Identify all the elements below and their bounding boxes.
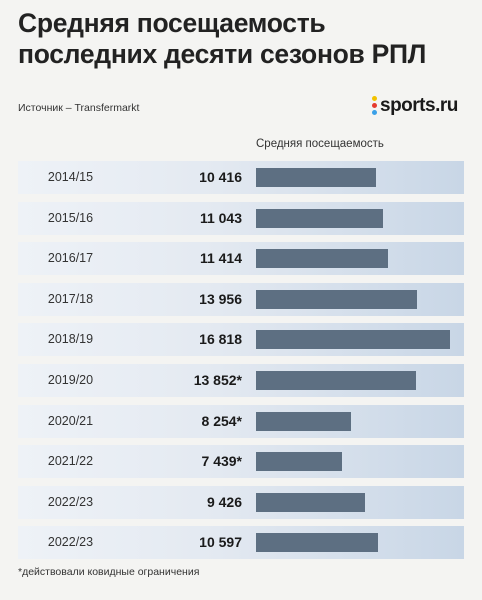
table-row: 2022/23 10 597 [18, 526, 464, 560]
season-label: 2021/22 [47, 454, 94, 469]
attendance-value: 13 852* [193, 372, 242, 388]
sports-ru-logo: sports.ru [372, 94, 472, 118]
attendance-value: 10 416 [199, 169, 242, 185]
logo-dot-yellow [372, 96, 377, 101]
attendance-value: 13 956 [199, 290, 242, 307]
season-label: 2019/20 [47, 373, 94, 387]
season-label: 2017/18 [47, 291, 94, 306]
source-note: Источник – Transfermarkt [18, 102, 140, 114]
attendance-value: 16 818 [199, 331, 242, 348]
attendance-value: 7 439* [201, 453, 242, 470]
attendance-bar [256, 411, 352, 431]
attendance-bar [256, 289, 417, 309]
logo-dots-icon [372, 96, 378, 116]
attendance-bar [256, 330, 450, 350]
attendance-bar [256, 452, 342, 472]
attendance-bar [256, 533, 379, 553]
season-label: 2018/19 [47, 332, 94, 347]
table-row: 2020/21 8 254* [18, 404, 464, 438]
attendance-bar [256, 492, 365, 512]
attendance-bar [256, 208, 384, 228]
attendance-value: 10 597 [199, 534, 242, 551]
table-row: 2016/17 11 414 [18, 242, 464, 276]
table-row: 2021/22 7 439* [18, 445, 464, 479]
attendance-bar [256, 371, 416, 390]
season-label: 2020/21 [47, 413, 94, 428]
title-line-2: последних десяти сезонов РПЛ [18, 39, 427, 69]
footnote: *действовали ковидные ограничения [18, 566, 200, 578]
season-label: 2016/17 [47, 251, 94, 266]
logo-text: sports.ru [380, 95, 458, 116]
season-label: 2022/23 [47, 535, 94, 550]
season-label: 2014/15 [47, 170, 94, 184]
attendance-bar [256, 168, 377, 187]
logo-dot-blue [372, 110, 377, 115]
logo-dot-red [372, 103, 377, 108]
table-row: 2017/18 13 956 [18, 282, 464, 316]
table-row: 2019/20 13 852* [18, 364, 464, 397]
season-label: 2022/23 [47, 494, 94, 509]
attendance-value: 11 414 [199, 250, 242, 267]
attendance-value: 8 254* [201, 412, 242, 429]
title-line-1: Средняя посещаемость [18, 8, 326, 38]
chart-title: Средняя посещаемость последних десяти се… [18, 8, 468, 70]
attendance-value: 9 426 [206, 493, 242, 510]
table-row: 2015/16 11 043 [18, 201, 464, 235]
table-row: 2018/19 16 818 [18, 323, 464, 357]
table-row: 2014/15 10 416 [18, 161, 464, 194]
season-label: 2015/16 [47, 210, 94, 225]
attendance-bar [256, 249, 388, 269]
attendance-value: 11 043 [199, 209, 242, 226]
column-header: Средняя посещаемость [256, 138, 384, 150]
table-row: 2022/23 9 426 [18, 485, 464, 519]
